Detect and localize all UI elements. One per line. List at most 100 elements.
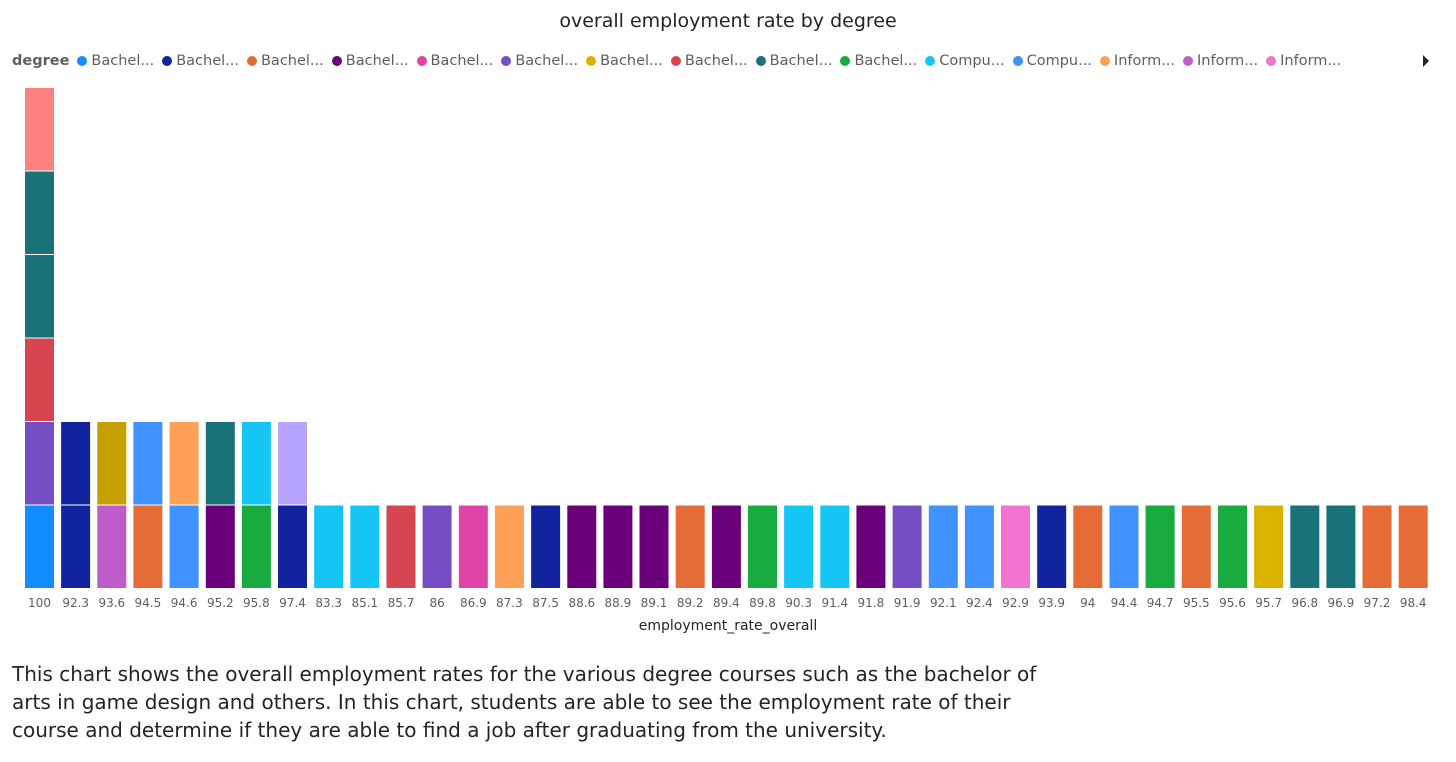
x-tick-label: 96.9	[1328, 596, 1355, 610]
x-tick-label: 97.4	[279, 596, 306, 610]
legend-dot-icon	[925, 56, 936, 66]
bar-segment[interactable]	[567, 505, 597, 589]
bar-segment[interactable]	[892, 505, 922, 589]
bar-segment[interactable]	[25, 338, 54, 422]
bar-segment[interactable]	[531, 505, 561, 589]
bar-segment[interactable]	[748, 505, 777, 589]
legend-item[interactable]: Bachel...	[586, 53, 663, 69]
bar-segment[interactable]	[25, 88, 54, 171]
bar-segment[interactable]	[1145, 505, 1175, 589]
bar-segment[interactable]	[1290, 505, 1320, 589]
legend-item[interactable]: Bachel...	[331, 53, 409, 69]
bar-segment[interactable]	[25, 505, 54, 589]
bar-segment[interactable]	[278, 422, 307, 505]
bar-segment[interactable]	[1326, 505, 1356, 589]
legend[interactable]: degree Bachel... Bachel... Bachel... Bachel…	[12, 51, 1412, 71]
legend-item[interactable]: Bachel...	[77, 53, 154, 69]
legend-item[interactable]: Bachel...	[840, 53, 917, 69]
bar-segment[interactable]	[856, 505, 886, 589]
bar-segment[interactable]	[820, 505, 850, 589]
bar-segment[interactable]	[1218, 505, 1247, 589]
legend-label: Bachel...	[684, 53, 748, 69]
bar-segment[interactable]	[1037, 505, 1067, 589]
bar-segment[interactable]	[1109, 505, 1139, 589]
legend-item[interactable]: Compu...	[1012, 53, 1092, 69]
legend-label: Bachel...	[769, 53, 833, 69]
bar-segment[interactable]	[964, 505, 994, 589]
bar-segment[interactable]	[386, 505, 416, 589]
x-tick-label: 88.9	[605, 596, 632, 610]
legend-dot-icon	[1012, 56, 1023, 66]
bar-segment[interactable]	[1254, 505, 1284, 589]
bar-segment[interactable]	[928, 505, 958, 589]
x-tick-label: 85.1	[351, 596, 378, 610]
bar-segment[interactable]	[278, 505, 307, 589]
bar-segment[interactable]	[1362, 505, 1392, 589]
bar-segment[interactable]	[25, 171, 54, 255]
x-tick-label: 88.6	[568, 596, 595, 610]
legend-item[interactable]: Inform...	[1266, 53, 1341, 69]
legend-dot-icon	[586, 56, 597, 66]
bar-segment[interactable]	[133, 505, 163, 589]
bar-segment[interactable]	[25, 255, 54, 338]
bar-segment[interactable]	[241, 505, 271, 589]
legend-label: Bachel...	[600, 53, 663, 69]
legend-item[interactable]: Bachel...	[416, 53, 493, 69]
bar-segment[interactable]	[97, 505, 127, 589]
legend-item[interactable]: Bachel...	[755, 53, 833, 69]
bar-segment[interactable]	[350, 505, 380, 589]
legend-item[interactable]: Inform...	[1183, 53, 1258, 69]
legend-label: Compu...	[939, 53, 1005, 69]
bar-segment[interactable]	[422, 505, 452, 589]
bar-segment[interactable]	[1073, 505, 1103, 589]
x-tick-label: 89.2	[677, 596, 704, 610]
legend-label: Bachel...	[345, 53, 409, 69]
bar-segment[interactable]	[675, 505, 705, 589]
x-tick-label: 92.4	[966, 596, 993, 610]
legend-item[interactable]: Inform...	[1099, 53, 1175, 69]
bar-chart-plot: 100 92.3 93.6 94.5 94.6 95.2 95.8 97.4 83.3 85.1 8…	[25, 88, 1428, 610]
legend-next-arrow-icon[interactable]	[1423, 55, 1429, 67]
legend-item[interactable]: Bachel...	[162, 53, 239, 69]
bar-segment[interactable]	[241, 422, 271, 505]
bar-segment[interactable]	[494, 505, 524, 589]
legend-item[interactable]: Bachel...	[670, 53, 748, 69]
bar-segment[interactable]	[169, 422, 199, 505]
x-tick-label: 94.7	[1147, 596, 1174, 610]
legend-item[interactable]: Bachel...	[246, 53, 324, 69]
bar-segment[interactable]	[603, 505, 633, 589]
bar-segment[interactable]	[639, 505, 669, 589]
bar-segment[interactable]	[314, 505, 344, 589]
legend-label: Bachel...	[515, 53, 579, 69]
bar-segment[interactable]	[205, 422, 235, 505]
bar-segment[interactable]	[61, 505, 91, 589]
legend-dot-icon	[1266, 56, 1277, 66]
bar-segment[interactable]	[25, 422, 54, 505]
bar-segment[interactable]	[711, 505, 741, 589]
x-tick-label: 87.5	[532, 596, 559, 610]
bar-segment[interactable]	[61, 422, 91, 505]
bar-segment[interactable]	[1398, 505, 1428, 589]
x-tick-label: 95.6	[1219, 596, 1246, 610]
bar-segment[interactable]	[169, 505, 199, 589]
x-tick-label: 95.5	[1183, 596, 1210, 610]
legend-label: Compu...	[1026, 53, 1092, 69]
x-tick-label: 83.3	[315, 596, 342, 610]
x-tick-label: 94.5	[135, 596, 162, 610]
x-tick-label: 95.2	[207, 596, 234, 610]
legend-dot-icon	[755, 56, 766, 66]
legend-dot-icon	[1183, 56, 1194, 66]
bar-segment[interactable]	[133, 422, 163, 505]
bar-segment[interactable]	[1001, 505, 1030, 589]
bar-segment[interactable]	[784, 505, 814, 589]
legend-item[interactable]: Bachel...	[501, 53, 578, 69]
bar-segment[interactable]	[458, 505, 488, 589]
bar-segment[interactable]	[205, 505, 235, 589]
bar-segment[interactable]	[97, 422, 127, 505]
x-tick-label: 91.4	[821, 596, 848, 610]
legend-dot-icon	[162, 56, 173, 66]
x-tick-label: 89.1	[641, 596, 668, 610]
bar-segment[interactable]	[1181, 505, 1211, 589]
x-tick-label: 91.8	[858, 596, 885, 610]
legend-item[interactable]: Compu...	[925, 53, 1005, 69]
